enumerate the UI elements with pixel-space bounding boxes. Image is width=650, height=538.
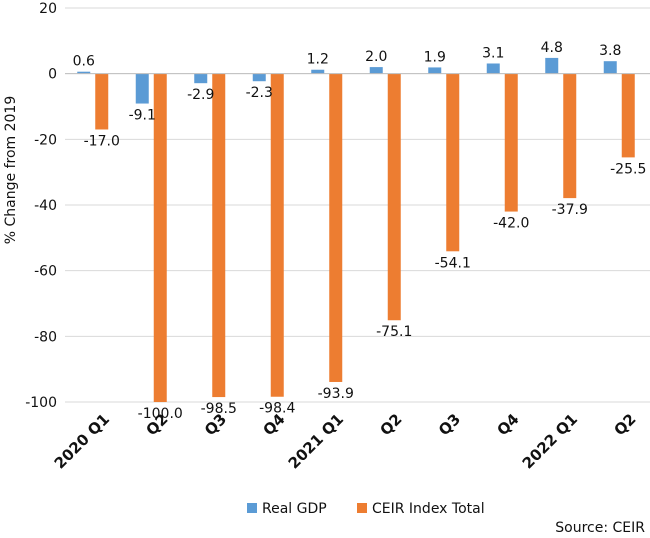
- data-label: -98.4: [259, 401, 295, 417]
- data-label: -2.3: [246, 85, 273, 101]
- bar-real-gdp: [311, 69, 325, 74]
- y-tick-label: -40: [34, 198, 57, 214]
- data-label: -100.0: [138, 406, 183, 422]
- y-tick-label: 0: [48, 67, 57, 83]
- data-label: -54.1: [435, 255, 471, 271]
- data-label: 3.8: [599, 43, 621, 59]
- data-label: -2.9: [187, 87, 214, 103]
- x-category-label: Q2: [376, 410, 405, 439]
- data-label: 1.2: [307, 52, 329, 68]
- bar-real-gdp: [603, 61, 617, 74]
- legend-label: CEIR Index Total: [372, 501, 485, 517]
- bar-real-gdp: [194, 73, 208, 84]
- legend-swatch: [247, 503, 257, 513]
- data-label: -37.9: [552, 202, 588, 218]
- bar-ceir-index: [504, 73, 518, 212]
- y-axis-ticks: 20 0 -20 -40 -60 -80 -100: [25, 1, 57, 411]
- bar-ceir-index: [329, 73, 343, 382]
- bar-real-gdp: [545, 57, 559, 74]
- bar-ceir-index: [387, 73, 401, 321]
- x-category-label: Q3: [435, 410, 464, 439]
- bar-ceir-index: [270, 73, 284, 397]
- bar-ceir-index: [95, 73, 109, 130]
- data-label: -25.5: [610, 161, 646, 177]
- data-label: -42.0: [493, 216, 529, 232]
- data-label: 3.1: [482, 45, 504, 61]
- bar-real-gdp: [369, 67, 383, 74]
- bar-real-gdp: [252, 73, 266, 82]
- data-label: -17.0: [84, 133, 120, 149]
- y-tick-label: -80: [34, 329, 57, 345]
- legend-label: Real GDP: [262, 501, 327, 517]
- bar-ceir-index: [563, 73, 577, 199]
- bar-ceir-index: [446, 73, 460, 252]
- bar-real-gdp: [486, 63, 500, 74]
- bar-ceir-index: [212, 73, 226, 398]
- y-tick-label: -20: [34, 132, 57, 148]
- x-category-label: 2022 Q1: [519, 410, 581, 472]
- data-label: 2.0: [365, 49, 387, 65]
- y-tick-label: -60: [34, 264, 57, 280]
- x-category-label: 2020 Q1: [51, 410, 113, 472]
- bar-real-gdp: [428, 67, 442, 74]
- y-axis-label: % Change from 2019: [3, 96, 19, 244]
- x-category-label: Q4: [493, 410, 522, 439]
- data-label: -93.9: [318, 386, 354, 402]
- y-tick-label: 20: [39, 1, 57, 17]
- bar-real-gdp: [135, 73, 149, 104]
- data-label: -75.1: [376, 324, 412, 340]
- data-label: -9.1: [129, 108, 156, 124]
- bar-ceir-index: [153, 73, 167, 403]
- x-category-label: Q2: [610, 410, 639, 439]
- x-category-label: 2021 Q1: [285, 410, 347, 472]
- data-label: -98.5: [201, 401, 237, 417]
- data-label: 1.9: [424, 49, 446, 65]
- data-label: 4.8: [541, 40, 563, 56]
- y-tick-label: -100: [25, 395, 57, 411]
- data-label: 0.6: [73, 54, 95, 70]
- legend-swatch: [357, 503, 367, 513]
- bar-ceir-index: [621, 73, 635, 158]
- bars: [77, 57, 635, 403]
- data-labels: 0.6 -9.1 -2.9 -2.3 1.2 2.0 1.9 3.1 4.8 3.8 -17.0 -1…: [73, 40, 647, 422]
- source-note: Source: CEIR: [555, 520, 645, 536]
- legend: Real GDP CEIR Index Total: [247, 501, 485, 517]
- bar-real-gdp: [77, 71, 91, 74]
